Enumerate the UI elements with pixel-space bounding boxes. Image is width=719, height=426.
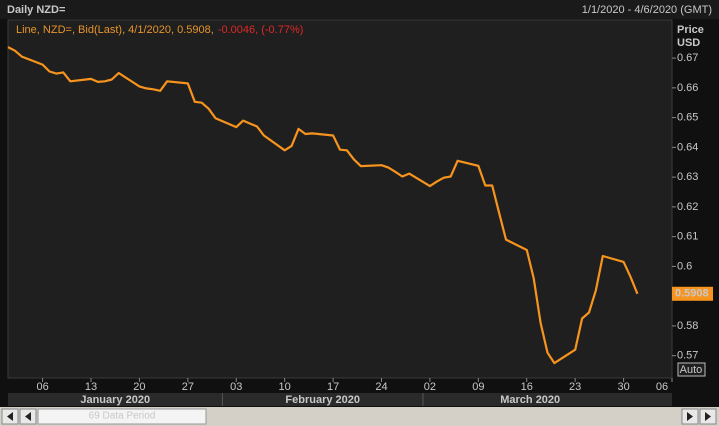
month-bar xyxy=(8,393,672,406)
period-label: 69 Data Period xyxy=(89,411,156,422)
y-tick-label: 0.61 xyxy=(677,231,698,243)
x-tick-label: 06 xyxy=(36,381,48,393)
y-axis-unit: USD xyxy=(677,37,700,49)
last-value-label: 0.5908 xyxy=(675,288,709,300)
legend: Line, NZD=, Bid(Last), 4/1/2020, 0.5908,… xyxy=(16,24,303,36)
y-tick-label: 0.64 xyxy=(677,141,698,153)
x-tick-label: 02 xyxy=(424,381,436,393)
x-tick-label: 23 xyxy=(569,381,581,393)
auto-button[interactable] xyxy=(677,362,706,377)
y-tick-label: 0.63 xyxy=(677,171,698,183)
y-axis-label: Price xyxy=(677,24,704,36)
y-tick-label: 0.58 xyxy=(677,320,698,332)
x-tick-label: 13 xyxy=(85,381,97,393)
price-line xyxy=(7,46,639,365)
month-label: March 2020 xyxy=(500,394,560,406)
y-tick-label: 0.6 xyxy=(677,260,692,272)
auto-label[interactable]: Auto xyxy=(680,364,703,376)
month-label: February 2020 xyxy=(285,394,360,406)
month-label: January 2020 xyxy=(80,394,150,406)
y-tick-label: 0.65 xyxy=(677,112,698,124)
x-tick-label: 20 xyxy=(133,381,145,393)
plot-area xyxy=(7,19,673,379)
y-tick-label: 0.57 xyxy=(677,350,698,362)
date-range: 1/1/2020 - 4/6/2020 (GMT) xyxy=(582,4,712,16)
x-tick-label: 03 xyxy=(230,381,242,393)
y-tick-label: 0.62 xyxy=(677,201,698,213)
x-tick-label: 09 xyxy=(472,381,484,393)
x-tick-label: 06 xyxy=(656,381,668,393)
y-tick-label: 0.66 xyxy=(677,82,698,94)
chart-title: Daily NZD= xyxy=(7,4,65,16)
scroll-thumb[interactable] xyxy=(37,408,207,425)
x-tick-label: 10 xyxy=(279,381,291,393)
x-tick-label: 24 xyxy=(375,381,387,393)
legend-change: -0.0046, (-0.77%) xyxy=(218,24,304,36)
x-tick-label: 16 xyxy=(521,381,533,393)
x-tick-label: 27 xyxy=(182,381,194,393)
y-tick-label: 0.67 xyxy=(677,52,698,64)
x-tick-label: 30 xyxy=(617,381,629,393)
title-bar xyxy=(0,0,719,19)
legend-text: Line, NZD=, Bid(Last), 4/1/2020, 0.5908, xyxy=(16,24,214,36)
x-tick-label: 17 xyxy=(327,381,339,393)
last-value-box xyxy=(672,286,713,301)
